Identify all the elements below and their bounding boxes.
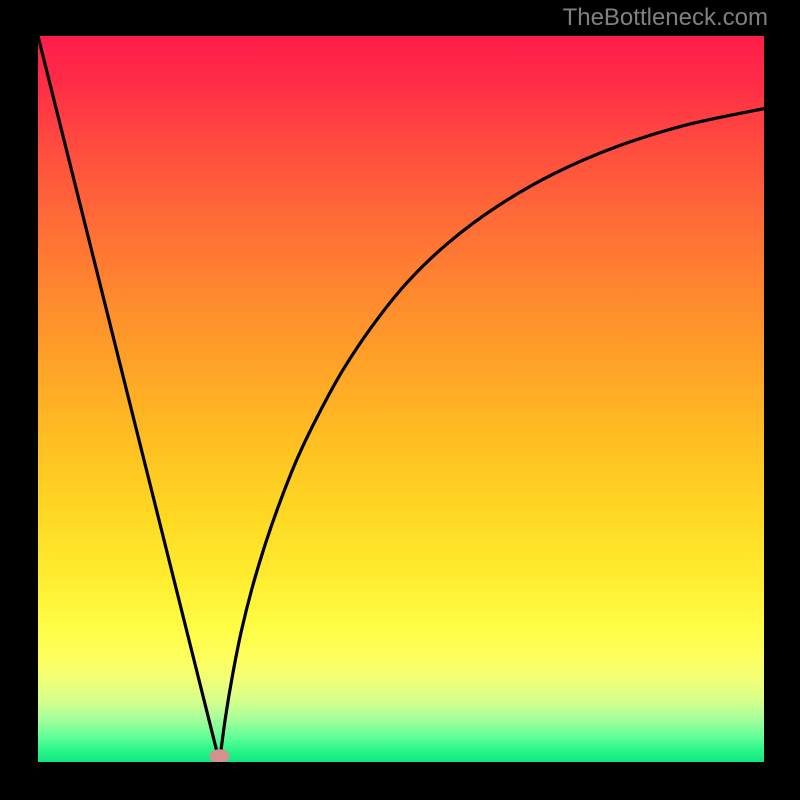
- minimum-marker: [210, 749, 230, 762]
- curve-layer: [38, 36, 764, 762]
- curve-left-branch: [38, 36, 220, 762]
- chart-frame: TheBottleneck.com: [0, 0, 800, 800]
- curve-right-branch: [220, 109, 765, 762]
- plot-area: [38, 36, 764, 762]
- watermark-text: TheBottleneck.com: [563, 4, 768, 32]
